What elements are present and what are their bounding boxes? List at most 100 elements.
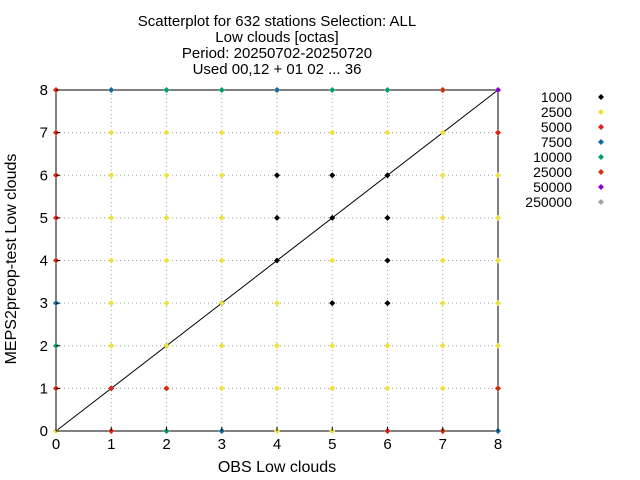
x-axis-ticks: 0 1 2 3 4 5 6 7 8 xyxy=(52,427,502,453)
legend-label: 2500 xyxy=(541,104,572,120)
data-point xyxy=(384,300,391,307)
data-point xyxy=(218,214,225,221)
legend-label: 25000 xyxy=(533,164,572,180)
y-tick-label: 4 xyxy=(40,253,48,270)
x-tick-label: 3 xyxy=(218,436,226,453)
legend-label: 50000 xyxy=(533,179,572,195)
data-point xyxy=(274,257,280,264)
data-point xyxy=(218,129,225,136)
data-point xyxy=(329,87,336,93)
data-point xyxy=(108,129,115,136)
data-point xyxy=(384,257,391,264)
data-point xyxy=(163,214,170,221)
legend-label: 5000 xyxy=(541,119,572,135)
data-point xyxy=(108,342,115,349)
data-point xyxy=(274,172,280,179)
y-axis-label: MEPS2preop-test Low clouds xyxy=(3,154,20,365)
data-point xyxy=(274,129,280,136)
x-axis-label: OBS Low clouds xyxy=(218,459,336,476)
data-point xyxy=(384,172,391,179)
data-point xyxy=(329,385,336,392)
x-tick-label: 5 xyxy=(328,436,336,453)
legend-marker xyxy=(598,109,604,115)
data-point xyxy=(218,342,225,349)
data-point xyxy=(384,129,391,136)
data-point xyxy=(329,300,336,307)
data-point xyxy=(495,385,501,392)
data-point xyxy=(218,385,225,392)
data-point xyxy=(495,129,501,136)
legend-label: 1000 xyxy=(541,89,572,105)
legend-label: 250000 xyxy=(525,194,572,210)
data-point xyxy=(495,172,501,179)
x-tick-label: 7 xyxy=(439,436,447,453)
legend-label: 10000 xyxy=(533,149,572,165)
data-point xyxy=(439,257,446,264)
data-point xyxy=(274,214,280,221)
y-tick-label: 7 xyxy=(40,125,48,142)
data-point xyxy=(384,385,391,392)
title-line: Low clouds [octas] xyxy=(215,29,338,46)
data-point xyxy=(274,342,280,349)
data-point xyxy=(439,172,446,179)
legend-marker xyxy=(598,184,604,190)
data-point xyxy=(163,342,170,349)
data-point xyxy=(329,214,336,221)
x-tick-label: 4 xyxy=(273,436,281,453)
y-tick-label: 0 xyxy=(40,423,48,440)
data-point xyxy=(274,87,280,93)
y-tick-label: 3 xyxy=(40,295,48,312)
data-point xyxy=(163,300,170,307)
data-point xyxy=(495,214,501,221)
data-point xyxy=(439,385,446,392)
data-point xyxy=(495,257,501,264)
data-point xyxy=(274,385,280,392)
legend-marker xyxy=(598,94,604,100)
data-point xyxy=(218,257,225,264)
title-line: Used 00,12 + 01 02 ... 36 xyxy=(193,61,362,78)
legend-label: 7500 xyxy=(541,134,572,150)
legend-marker xyxy=(598,199,604,205)
data-point xyxy=(163,129,170,136)
data-point xyxy=(274,300,280,307)
chart-title: Scatterplot for 632 stations Selection: … xyxy=(138,13,417,78)
data-point xyxy=(439,300,446,307)
data-point xyxy=(163,257,170,264)
data-point xyxy=(108,257,115,264)
data-point xyxy=(439,87,446,93)
y-tick-label: 8 xyxy=(40,82,48,99)
data-point xyxy=(495,300,501,307)
data-point xyxy=(384,87,391,93)
data-point xyxy=(163,172,170,179)
plot-area xyxy=(53,87,501,434)
data-point xyxy=(218,300,225,307)
x-tick-label: 8 xyxy=(494,436,502,453)
data-point xyxy=(218,172,225,179)
title-line: Period: 20250702-20250720 xyxy=(182,45,372,62)
data-point xyxy=(108,300,115,307)
data-point xyxy=(108,214,115,221)
data-point xyxy=(108,385,115,392)
y-tick-label: 2 xyxy=(40,338,48,355)
data-point xyxy=(108,172,115,179)
x-tick-label: 0 xyxy=(52,436,60,453)
y-axis-ticks: 0 1 2 3 4 5 6 7 8 xyxy=(40,82,60,440)
data-point xyxy=(108,87,115,93)
legend-marker xyxy=(598,124,604,130)
data-point xyxy=(384,214,391,221)
data-point xyxy=(329,172,336,179)
data-point xyxy=(329,129,336,136)
data-point xyxy=(163,87,170,93)
legend-marker xyxy=(598,154,604,160)
legend-marker xyxy=(598,169,604,175)
title-line: Scatterplot for 632 stations Selection: … xyxy=(138,13,417,30)
data-point xyxy=(329,257,336,264)
data-point xyxy=(439,214,446,221)
x-tick-label: 6 xyxy=(383,436,391,453)
x-tick-label: 1 xyxy=(107,436,115,453)
data-point xyxy=(218,87,225,93)
y-tick-label: 6 xyxy=(40,167,48,184)
y-tick-label: 1 xyxy=(40,380,48,397)
